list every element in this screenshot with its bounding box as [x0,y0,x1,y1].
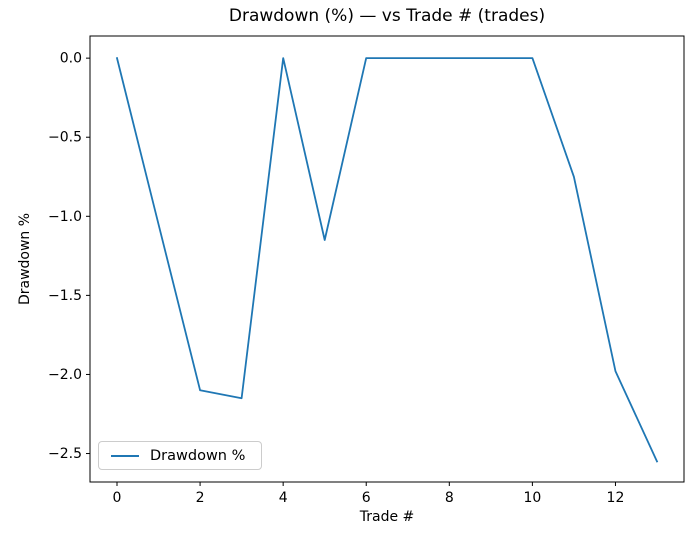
y-tick-label: 0.0 [60,51,82,67]
y-tick-label: −2.0 [48,367,82,383]
x-tick-label: 8 [445,490,454,506]
y-tick-label: −1.5 [48,288,82,304]
legend: Drawdown % [98,441,262,470]
x-tick-label: 2 [196,490,205,506]
x-tick-label: 12 [607,490,625,506]
chart-title: Drawdown (%) — vs Trade # (trades) [228,6,546,26]
y-tick-label: −0.5 [48,130,82,146]
y-tick-label: −2.5 [48,446,82,462]
legend-line-sample [111,454,139,457]
x-tick-label: 4 [279,490,288,506]
legend-label: Drawdown % [150,447,246,464]
x-tick-label: 6 [362,490,371,506]
y-axis-label: Drawdown % [17,212,33,306]
x-axis-label: Trade # [359,509,415,525]
x-tick-label: 10 [523,490,541,506]
x-tick-label: 0 [113,490,122,506]
y-tick-label: −1.0 [48,209,82,225]
axes-frame [89,35,685,483]
drawdown-line [115,57,659,463]
